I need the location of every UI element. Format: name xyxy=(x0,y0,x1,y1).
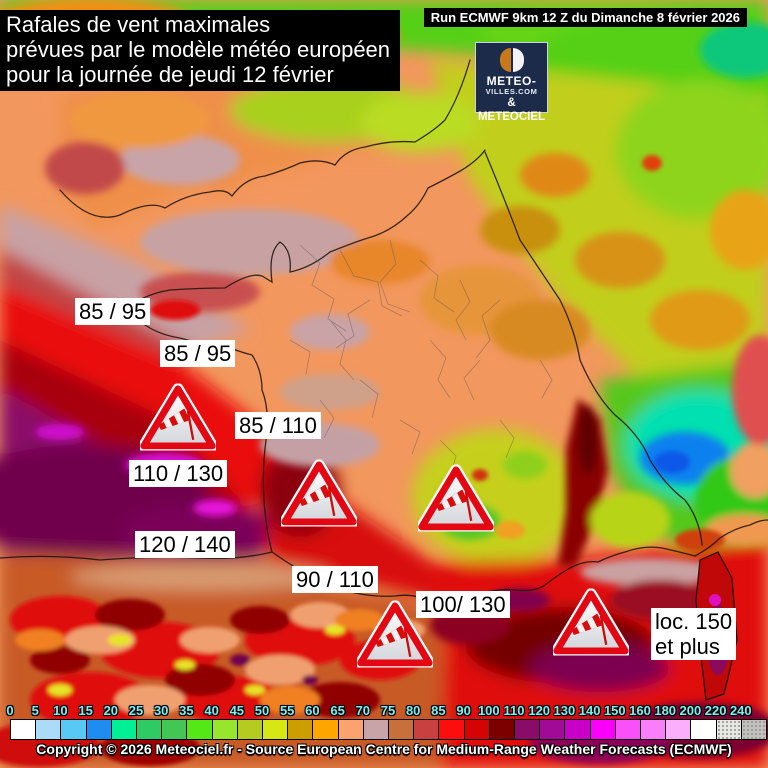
scale-color-cell xyxy=(514,719,541,740)
scale-tick-label: 55 xyxy=(279,703,295,718)
scale-tick-label: 65 xyxy=(330,703,345,718)
scale-tick-label: 0 xyxy=(6,703,14,718)
title-line-2: prévues par le modèle météo européen xyxy=(6,37,391,62)
scale-color-cell xyxy=(539,719,566,740)
scale-tick-label: 80 xyxy=(405,703,421,718)
scale-tick-label: 90 xyxy=(456,703,471,718)
scale-tick-label: 40 xyxy=(204,703,219,718)
scale-color-cell xyxy=(287,719,314,740)
scale-color-cell xyxy=(236,719,263,740)
windsock-warning-icon xyxy=(418,464,494,532)
scale-tick-label: 25 xyxy=(128,703,144,718)
scale-color-cell xyxy=(35,719,62,740)
run-info: Run ECMWF 9km 12 Z du Dimanche 8 février… xyxy=(423,8,747,27)
scale-color-cell xyxy=(740,719,767,740)
scale-color-cell xyxy=(10,719,37,740)
wind-value-label: 90 / 110 xyxy=(292,566,378,593)
scale-color-cell xyxy=(337,719,364,740)
scale-color-cell xyxy=(564,719,591,740)
scale-tick-label: 15 xyxy=(78,703,93,718)
wind-value-label: 100/ 130 xyxy=(416,591,510,618)
sun-icon xyxy=(499,48,524,72)
scale-tick-label: 85 xyxy=(431,703,446,718)
scale-tick-label: 60 xyxy=(305,703,320,718)
wind-value-label: 110 / 130 xyxy=(129,460,228,487)
scale-tick-label: 5 xyxy=(31,703,39,718)
scale-tick-label: 120 xyxy=(528,703,551,718)
scale-color-cell xyxy=(413,719,440,740)
scale-tick-label: 75 xyxy=(380,703,396,718)
scale-tick-label: 35 xyxy=(179,703,194,718)
scale-tick-label: 30 xyxy=(153,703,169,718)
scale-tick-label: 50 xyxy=(254,703,270,718)
scale-tick-label: 240 xyxy=(729,703,752,718)
scale-tick-label: 180 xyxy=(654,703,677,718)
logo-line-1: METEO- xyxy=(486,74,537,88)
scale-color-cell xyxy=(362,719,389,740)
scale-tick-label: 220 xyxy=(704,703,727,718)
scale-tick-label: 130 xyxy=(553,703,576,718)
logo-line-2: VILLES.COM xyxy=(485,87,538,96)
scale-tick-label: 160 xyxy=(629,703,651,718)
scale-color-cell xyxy=(312,719,339,740)
scale-color-cell xyxy=(463,719,490,740)
map-title: Rafales de vent maximales prévues par le… xyxy=(0,10,401,91)
scale-color-cell xyxy=(665,719,692,740)
scale-color-cell xyxy=(640,719,667,740)
scale-color-cell xyxy=(488,719,515,740)
wind-value-label: 85 / 95 xyxy=(75,298,151,325)
scale-tick-label: 20 xyxy=(103,703,119,718)
scale-tick-label: 100 xyxy=(477,703,500,718)
scale-color-cell xyxy=(614,719,641,740)
scale-color-cell xyxy=(388,719,415,740)
scale-color-cell xyxy=(262,719,289,740)
scale-color-cell xyxy=(186,719,213,740)
wind-value-label: loc. 150 et plus xyxy=(651,608,737,660)
meteo-villes-logo: METEO- VILLES.COM & METEOCIEL xyxy=(475,42,548,123)
scale-color-cell xyxy=(161,719,188,740)
windsock-warning-icon xyxy=(553,588,629,656)
logo-line-3: & METEOCIEL xyxy=(477,97,546,123)
windsock-warning-icon xyxy=(140,383,216,451)
copyright-text: Copyright © 2026 Meteociel.fr - Source E… xyxy=(36,741,732,757)
scale-tick-label: 150 xyxy=(603,703,626,718)
scale-tick-label: 10 xyxy=(53,703,68,718)
wind-value-label: 85 / 95 xyxy=(160,340,236,367)
scale-tick-label: 200 xyxy=(679,703,702,718)
wind-value-label: 85 / 110 xyxy=(235,412,321,439)
scale-color-cell xyxy=(85,719,112,740)
windsock-warning-icon xyxy=(281,459,357,527)
scale-color-cell xyxy=(211,719,238,740)
scale-color-cell xyxy=(110,719,137,740)
scale-tick-label: 70 xyxy=(355,703,371,718)
scale-color-cell xyxy=(589,719,616,740)
scale-color-cell xyxy=(715,719,742,740)
title-line-3: pour la journée de jeudi 12 février xyxy=(6,62,334,87)
wind-value-label: 120 / 140 xyxy=(135,531,235,558)
scale-color-cell xyxy=(60,719,87,740)
title-line-1: Rafales de vent maximales xyxy=(6,12,271,37)
scale-tick-label: 45 xyxy=(229,703,245,718)
scale-color-cell xyxy=(690,719,717,740)
scale-color-cell xyxy=(136,719,163,740)
scale-color-cell xyxy=(438,719,465,740)
scale-tick-label: 140 xyxy=(578,703,601,718)
scale-tick-label: 110 xyxy=(503,703,525,718)
